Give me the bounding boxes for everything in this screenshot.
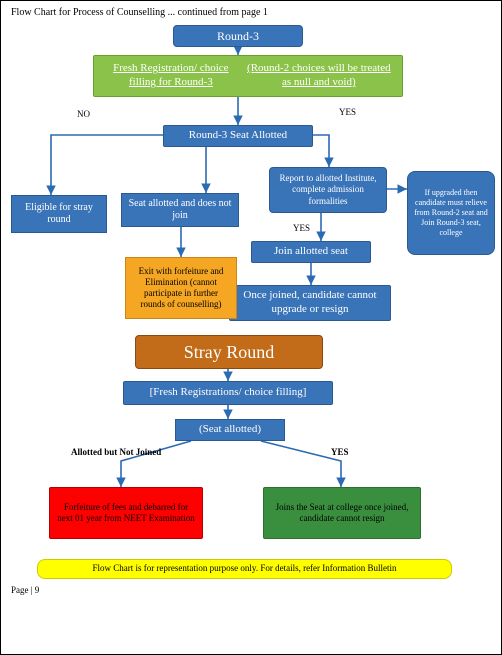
- node-seatAllotted3: Round-3 Seat Allotted: [163, 125, 313, 147]
- node-note: Flow Chart is for representation purpose…: [37, 559, 452, 579]
- label-yes2: YES: [293, 223, 310, 233]
- node-strayRound: Stray Round: [135, 335, 323, 369]
- node-report: Report to allotted Institute, complete a…: [269, 167, 387, 213]
- label-no: NO: [77, 109, 90, 119]
- node-joinSeat: Join allotted seat: [251, 241, 371, 263]
- label-yes3: YES: [331, 447, 349, 457]
- label-allottedNotJoined: Allotted but Not Joined: [71, 447, 161, 457]
- node-round3: Round-3: [173, 25, 303, 47]
- node-forfeitDebarred: Forfeiture of fees and debarred for next…: [49, 487, 203, 539]
- page-footer: Page | 9: [11, 585, 39, 595]
- edges-layer: [1, 1, 502, 655]
- node-exitForfeit: Exit with forfeiture and Elimination (ca…: [125, 257, 237, 319]
- page-title: Flow Chart for Process of Counselling ..…: [11, 7, 268, 18]
- label-yes1: YES: [339, 107, 356, 117]
- node-joinsSeat: Joins the Seat at college once joined, c…: [263, 487, 421, 539]
- node-eligibleStray: Eligible for stray round: [11, 195, 107, 233]
- node-freshReg3: Fresh Registration/ choice filling for R…: [93, 55, 403, 97]
- node-notJoin: Seat allotted and does not join: [121, 193, 239, 227]
- stage: Flow Chart for Process of Counselling ..…: [0, 0, 502, 655]
- node-upgraded: If upgraded then candidate must relieve …: [407, 171, 495, 255]
- node-freshRegStray: [Fresh Registrations/ choice filling]: [123, 381, 333, 405]
- node-onceJoined: Once joined, candidate cannot upgrade or…: [229, 285, 391, 321]
- node-seatAllottedStray: (Seat allotted): [175, 419, 285, 441]
